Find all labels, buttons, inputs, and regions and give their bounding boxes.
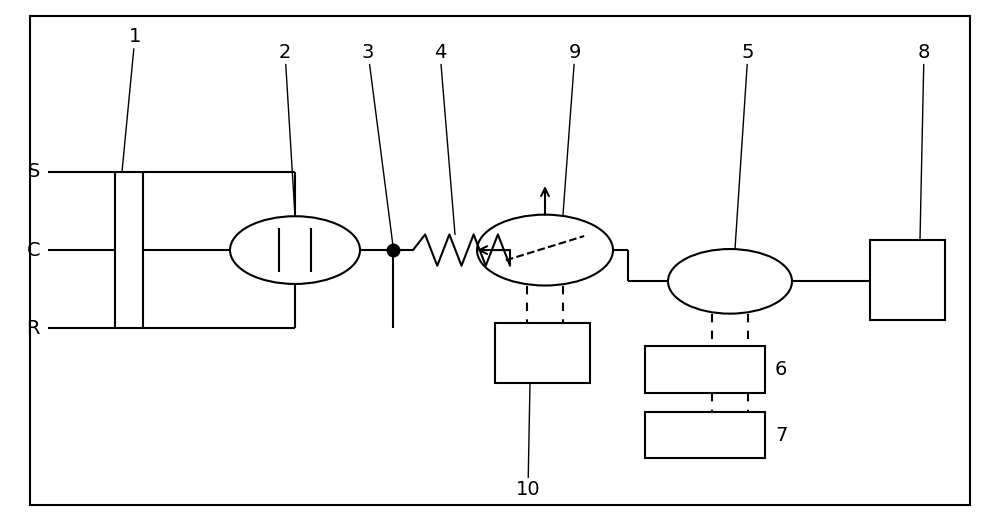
Text: 4: 4 <box>434 43 455 234</box>
Text: 2: 2 <box>279 43 295 216</box>
Text: 3: 3 <box>362 43 393 246</box>
Bar <box>495 323 590 383</box>
Bar <box>645 412 765 458</box>
Bar <box>870 240 945 320</box>
Text: S: S <box>28 163 40 181</box>
Text: 1: 1 <box>122 27 141 172</box>
Text: 10: 10 <box>516 383 540 499</box>
Text: 7: 7 <box>775 426 787 444</box>
Bar <box>645 346 765 393</box>
Text: R: R <box>26 319 40 338</box>
Text: C: C <box>26 241 40 259</box>
Text: 6: 6 <box>775 361 787 379</box>
Text: 9: 9 <box>563 43 581 215</box>
Text: 8: 8 <box>918 43 930 240</box>
Bar <box>115 172 143 328</box>
Text: 5: 5 <box>735 43 754 249</box>
